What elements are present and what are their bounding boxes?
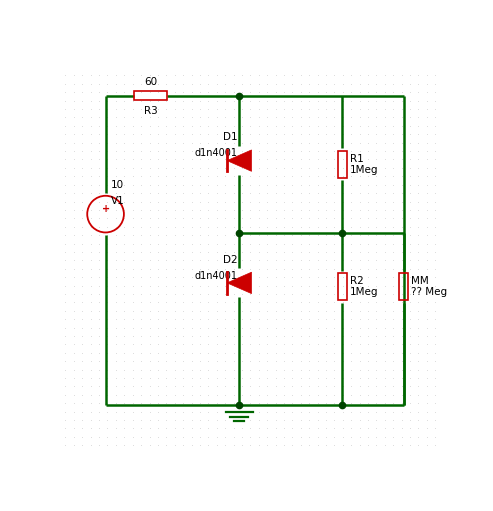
Polygon shape [227,272,251,294]
Text: R1: R1 [350,154,363,164]
Text: R3: R3 [143,106,157,117]
Text: ?? Meg: ?? Meg [411,288,447,297]
Bar [338,273,347,300]
Bar [338,151,347,178]
Text: d1n4001: d1n4001 [194,148,238,158]
Bar [399,273,408,300]
Text: V1: V1 [111,196,125,206]
Bar [134,91,167,101]
Text: 1Meg: 1Meg [350,288,378,297]
Text: D1: D1 [223,132,238,142]
Text: d1n4001: d1n4001 [194,271,238,281]
Text: MM: MM [411,276,428,286]
Polygon shape [227,150,251,171]
Text: 60: 60 [144,77,157,87]
Text: D2: D2 [223,254,238,265]
Text: 10: 10 [111,180,124,191]
Text: R2: R2 [350,276,363,286]
Text: 1Meg: 1Meg [350,165,378,175]
Text: +: + [102,204,109,214]
